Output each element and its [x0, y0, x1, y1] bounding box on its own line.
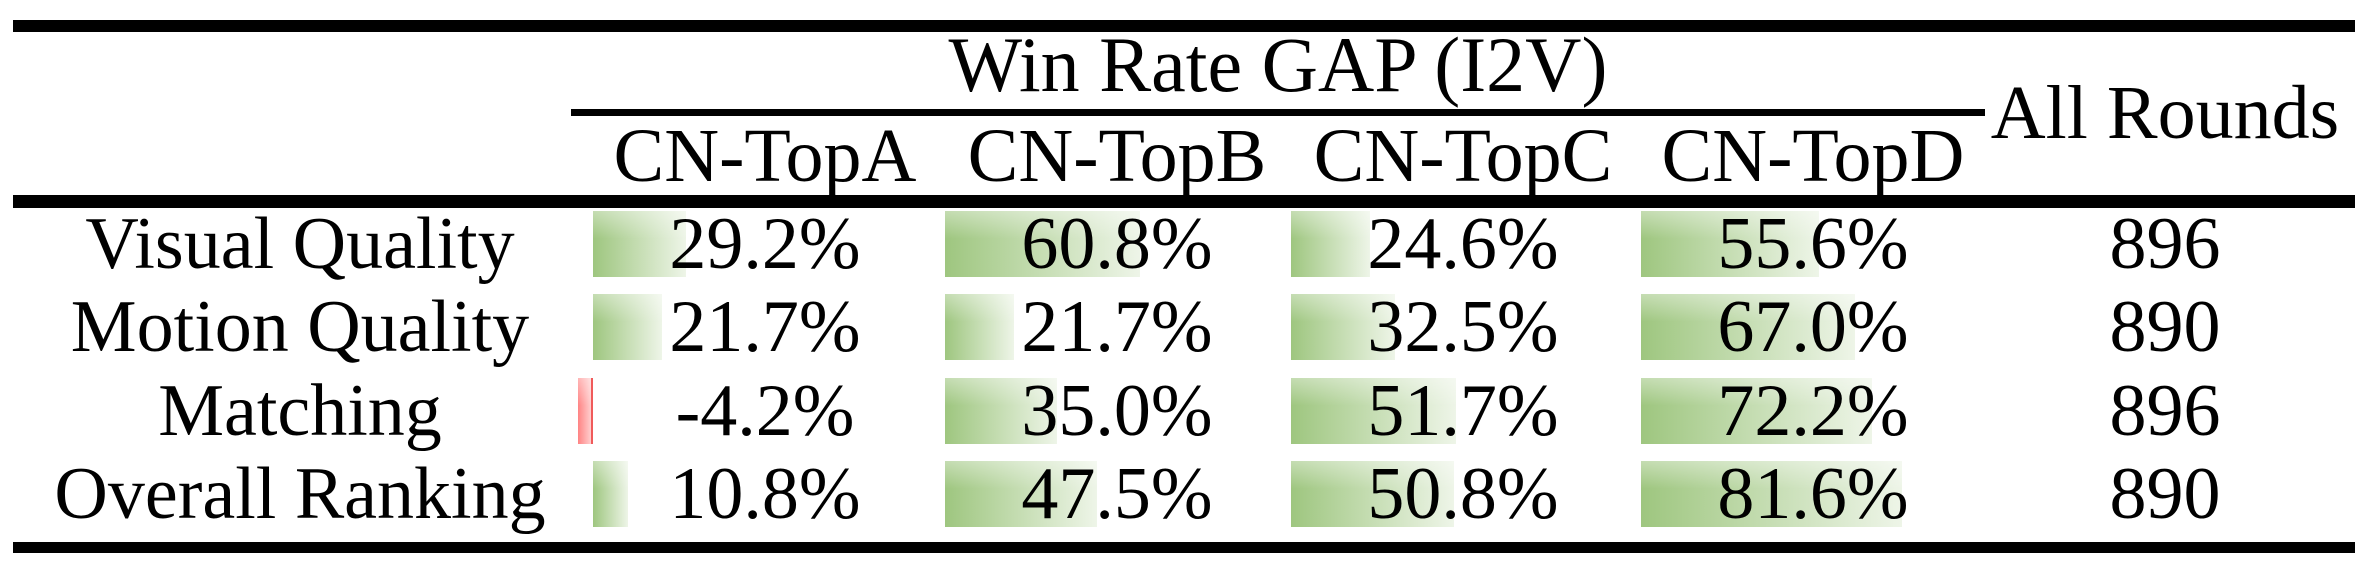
row-label: Visual Quality	[85, 202, 515, 285]
data-cell: 24.6%	[1291, 203, 1635, 285]
data-bar	[1641, 461, 1903, 527]
bottom-rule	[13, 542, 2355, 553]
all-rounds-value: 890	[2109, 452, 2221, 535]
data-bar	[1291, 461, 1454, 527]
top-rule	[13, 20, 2355, 32]
data-cell: 51.7%	[1291, 370, 1635, 452]
table-row: Overall Ranking 10.8% 47.5% 50.8% 81.6% …	[0, 452, 2374, 542]
header-separator-rule	[13, 195, 2355, 208]
table-row: Motion Quality 21.7% 21.7% 32.5% 67.0% 8…	[0, 285, 2374, 375]
row-label: Motion Quality	[70, 285, 530, 368]
column-header-cn-topa: CN-TopA	[613, 113, 917, 198]
row-label: Matching	[158, 369, 442, 452]
cell-value: 32.5%	[1367, 285, 1559, 368]
data-bar	[945, 211, 1140, 277]
all-rounds-value: 890	[2109, 285, 2221, 368]
cell-value: 51.7%	[1367, 369, 1559, 452]
data-bar	[1291, 294, 1395, 360]
table-row: Visual Quality 29.2% 60.8% 24.6% 55.6% 8…	[0, 202, 2374, 292]
data-cell: 21.7%	[593, 286, 937, 368]
cell-value: 72.2%	[1717, 369, 1909, 452]
data-bar	[1641, 211, 1819, 277]
all-rounds-value: 896	[2109, 202, 2221, 285]
cell-value: 60.8%	[1021, 202, 1213, 285]
data-bar	[577, 378, 593, 444]
table-row: Matching -4.2% 35.0% 51.7% 72.2% 896	[0, 369, 2374, 459]
data-bar	[1641, 294, 1856, 360]
data-cell: 10.8%	[593, 453, 937, 535]
data-cell: 50.8%	[1291, 453, 1635, 535]
column-header-cn-topd: CN-TopD	[1661, 113, 1965, 198]
column-header-cn-topb: CN-TopB	[967, 113, 1267, 198]
title-underline-rule	[571, 109, 1985, 116]
data-cell: 72.2%	[1641, 370, 1985, 452]
data-cell: 55.6%	[1641, 203, 1985, 285]
cell-value: 67.0%	[1717, 285, 1909, 368]
cell-value: 21.7%	[669, 285, 861, 368]
data-cell: 47.5%	[945, 453, 1289, 535]
cell-value: 50.8%	[1367, 452, 1559, 535]
cell-value: 24.6%	[1367, 202, 1559, 285]
cell-value: 29.2%	[669, 202, 861, 285]
cell-value: 35.0%	[1021, 369, 1213, 452]
cell-value: -4.2%	[675, 369, 855, 452]
cell-value: 81.6%	[1717, 452, 1909, 535]
data-bar	[945, 461, 1097, 527]
data-bar	[945, 378, 1057, 444]
data-cell: -4.2%	[577, 370, 937, 452]
data-bar	[1641, 378, 1873, 444]
column-header-cn-topc: CN-TopC	[1313, 113, 1613, 198]
cell-value: 21.7%	[1021, 285, 1213, 368]
cell-value: 47.5%	[1021, 452, 1213, 535]
data-bar	[593, 461, 628, 527]
data-bar	[593, 294, 663, 360]
all-rounds-header: All Rounds	[1990, 71, 2340, 155]
data-bar	[1291, 211, 1370, 277]
data-cell: 21.7%	[945, 286, 1289, 368]
data-cell: 67.0%	[1641, 286, 1985, 368]
table-title: Win Rate GAP (I2V)	[948, 21, 1608, 108]
data-cell: 35.0%	[945, 370, 1289, 452]
data-cell: 32.5%	[1291, 286, 1635, 368]
cell-value: 10.8%	[669, 452, 861, 535]
data-cell: 81.6%	[1641, 453, 1985, 535]
row-label: Overall Ranking	[54, 452, 546, 535]
data-cell: 60.8%	[945, 203, 1289, 285]
data-bar	[945, 294, 1015, 360]
all-rounds-value: 896	[2109, 369, 2221, 452]
cell-value: 55.6%	[1717, 202, 1909, 285]
data-bar	[1291, 378, 1457, 444]
data-bar	[593, 211, 687, 277]
data-cell: 29.2%	[593, 203, 937, 285]
